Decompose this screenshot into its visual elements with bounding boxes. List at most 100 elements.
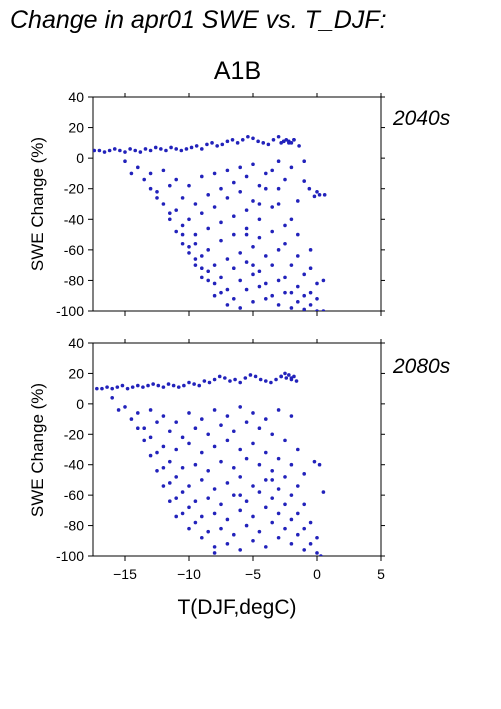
data-point [232,465,236,470]
data-point [276,159,281,163]
data-point [174,147,178,151]
data-point [276,186,281,191]
data-point [219,275,223,280]
data-point [136,165,140,170]
data-point [264,478,268,482]
data-point [207,380,212,385]
data-point [129,417,134,421]
data-point [238,493,242,497]
data-point [296,199,300,203]
data-point [276,456,281,461]
data-point [307,186,312,191]
data-point [225,303,230,307]
data-point [232,493,236,497]
data-point [258,377,263,382]
data-point [151,382,155,386]
data-point [161,465,166,470]
data-point [174,177,178,182]
data-point [95,386,99,391]
data-point [102,150,107,154]
data-point [200,514,204,519]
data-point [174,475,178,479]
data-point [161,168,166,173]
data-point [176,385,181,389]
data-point [253,374,258,379]
data-point [283,526,287,531]
data-point [321,309,326,311]
data-point [232,232,236,237]
data-point [322,193,327,197]
data-point [261,141,266,145]
data-point [283,223,287,228]
data-point [182,383,186,388]
data-point [225,414,230,418]
data-point [168,459,172,464]
data-point [289,493,294,497]
data-point [192,382,196,386]
data-point [193,232,198,237]
data-point [238,165,242,170]
data-point [180,223,185,228]
data-point [168,211,172,215]
data-point [289,306,294,310]
data-point [174,514,178,519]
data-point [193,462,198,467]
scatter-panel-2040s: 40 20 0 -20 -40 -60 -80 -100 [56,89,385,319]
data-point [206,193,210,197]
panel-label-2080s: 2080s [393,355,451,378]
data-point [308,290,313,295]
data-point [289,165,294,170]
data-point [276,134,281,139]
data-point [212,487,217,491]
data-point [251,245,255,249]
data-point [264,171,268,176]
data-point [193,263,198,267]
data-point [302,293,307,298]
data-point [228,379,232,383]
data-point [225,542,230,546]
data-point [187,217,191,222]
y-tick-label: -100 [56,303,84,319]
data-point [274,377,278,382]
data-point [161,202,166,206]
data-point [180,511,185,516]
data-point [161,484,166,488]
data-point [107,148,112,153]
data-point [206,469,210,473]
data-point [289,462,294,467]
data-point [270,496,275,500]
data-point [225,257,230,261]
data-point [155,196,159,200]
data-point [312,459,317,464]
data-point [200,174,204,179]
data-point [251,199,255,203]
data-point [110,386,114,391]
data-point [212,205,217,209]
data-point [189,145,194,150]
data-point [283,275,287,280]
points-group [95,371,326,556]
data-point [193,202,198,206]
data-point [276,278,281,283]
data-point [212,377,217,382]
y-tick-label: -80 [64,272,84,288]
data-point [289,141,294,145]
data-point [219,459,223,464]
data-point [251,162,255,167]
data-point [161,414,166,418]
data-point [321,278,326,283]
data-point [187,380,191,385]
data-point [315,296,319,301]
data-point [294,379,299,383]
data-point [244,420,249,424]
data-point [257,269,262,274]
data-point [270,520,275,525]
data-point [148,435,153,440]
data-point [169,145,173,150]
data-point [232,266,236,271]
data-point [271,138,276,142]
data-point [225,168,230,173]
data-point [187,411,191,415]
data-point [225,196,230,200]
y-tick-label: -80 [64,518,84,534]
